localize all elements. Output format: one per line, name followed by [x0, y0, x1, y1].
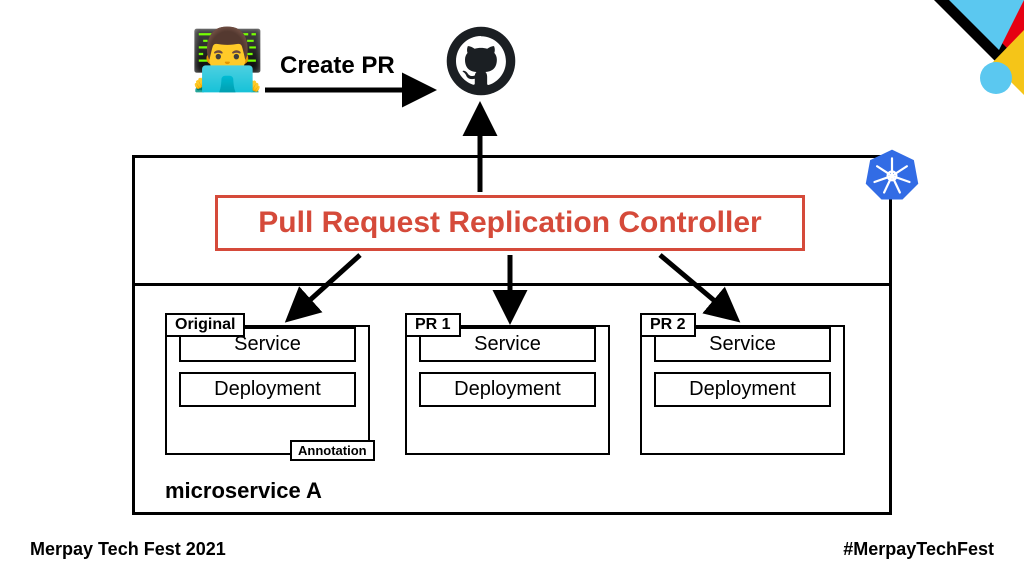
- deployment-box: Deployment: [179, 372, 356, 407]
- developer-icon: 👨‍💻: [190, 30, 265, 90]
- card-pr2: PR 2 Service Deployment: [640, 325, 845, 455]
- deployment-box: Deployment: [419, 372, 596, 407]
- controller-box: Pull Request Replication Controller: [215, 195, 805, 251]
- card-tag: PR 2: [640, 313, 696, 337]
- microservice-label: microservice A: [165, 478, 322, 504]
- card-original: Original Service Deployment: [165, 325, 370, 455]
- create-pr-label: Create PR: [280, 52, 395, 80]
- card-pr1: PR 1 Service Deployment: [405, 325, 610, 455]
- footer-right: #MerpayTechFest: [843, 539, 994, 560]
- deployment-box: Deployment: [654, 372, 831, 407]
- card-tag: Original: [165, 313, 245, 337]
- annotation-tag: Annotation: [290, 440, 375, 461]
- card-tag: PR 1: [405, 313, 461, 337]
- github-icon: [446, 26, 516, 96]
- slide-canvas: 👨‍💻 Create PR Pull Request Replication C…: [0, 0, 1024, 576]
- box-divider: [132, 283, 892, 286]
- kubernetes-icon: [864, 147, 920, 203]
- corner-logo: [904, 0, 1024, 120]
- controller-title: Pull Request Replication Controller: [258, 206, 761, 239]
- footer-left: Merpay Tech Fest 2021: [30, 539, 226, 560]
